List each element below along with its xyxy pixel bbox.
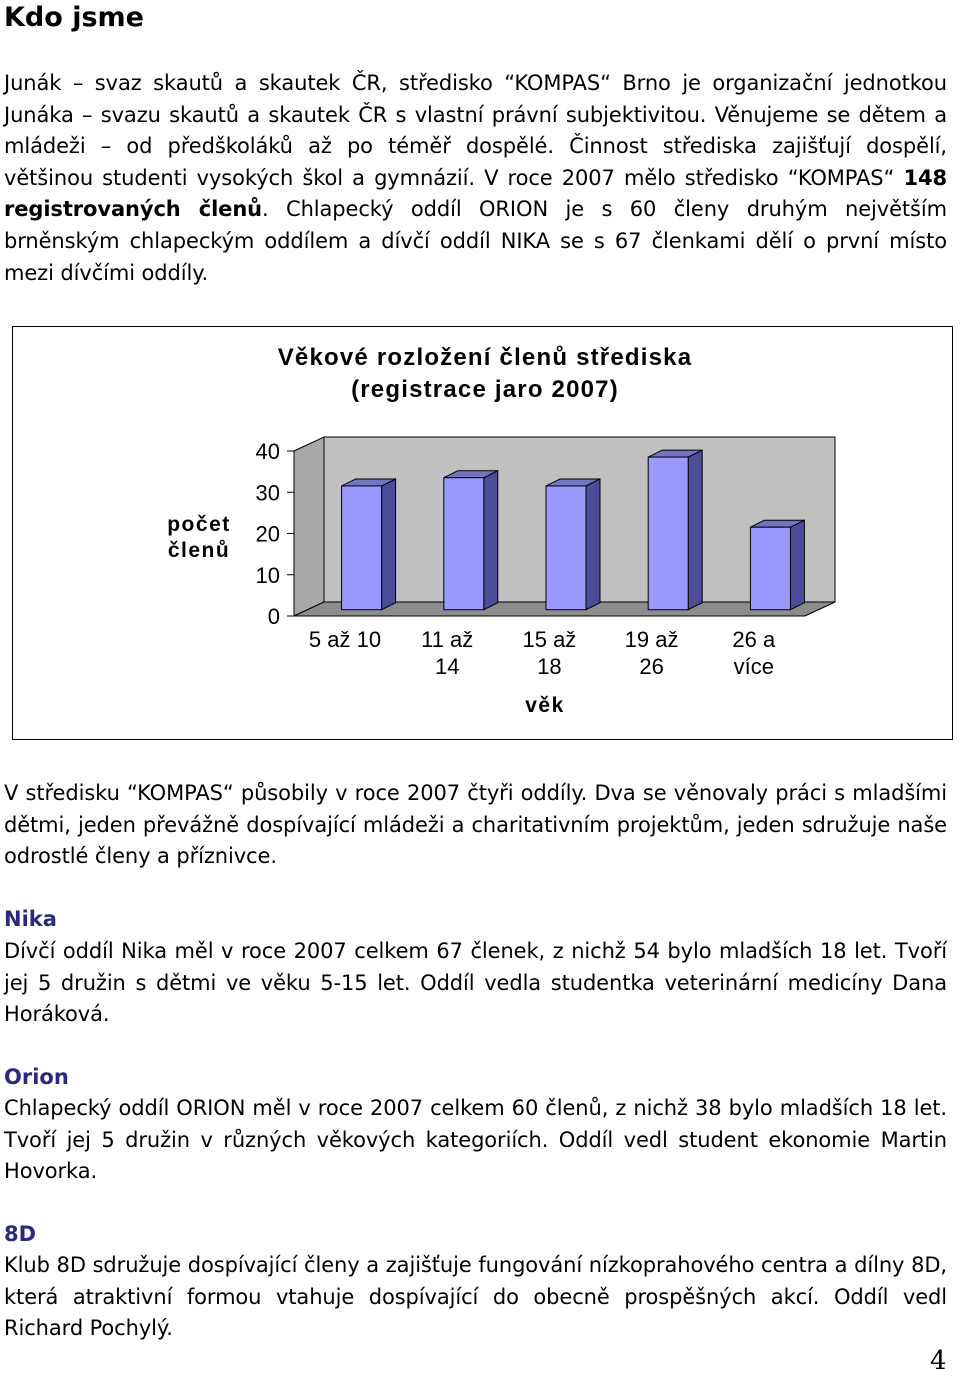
x-tick-label: 14: [435, 654, 459, 679]
bar-side: [483, 469, 499, 611]
bar: [341, 485, 383, 611]
x-tick-label: 19 až: [625, 627, 679, 652]
bar: [647, 456, 689, 611]
chart-side-wall: [293, 436, 325, 617]
bar-side: [381, 478, 397, 611]
bar: [545, 485, 587, 611]
page-title: Kdo jsme: [4, 2, 144, 33]
bar: [443, 477, 485, 611]
bar-side: [687, 449, 703, 611]
bar-side: [789, 519, 805, 611]
age-distribution-chart: Věkové rozložení členů střediska (registr…: [12, 326, 953, 740]
page-number: 4: [930, 1346, 947, 1376]
bar: [749, 526, 791, 611]
y-axis-label-line-2: členů: [168, 539, 230, 562]
chart-title-line-1: Věkové rozložení členů střediska: [278, 344, 693, 371]
y-tick-label: 0: [268, 604, 280, 629]
x-tick-label: 11 až: [421, 627, 473, 652]
intro-paragraph: Junák – svaz skautů a skautek ČR, středi…: [4, 68, 947, 289]
intro-text-1: Junák – svaz skautů a skautek ČR, středi…: [4, 71, 947, 190]
section-text-orion: Chlapecký oddíl ORION měl v roce 2007 ce…: [4, 1096, 947, 1184]
y-tick-label: 10: [256, 563, 280, 588]
y-tick-label: 20: [256, 522, 280, 547]
y-tick-label: 40: [256, 439, 280, 464]
section-title-orion: Orion: [4, 1065, 69, 1089]
y-tick-label: 30: [256, 480, 280, 505]
x-tick-label: více: [734, 654, 774, 679]
x-axis-label: věk: [525, 694, 565, 717]
units-paragraph: V středisku “KOMPAS“ působily v roce 200…: [4, 781, 947, 869]
x-tick-label: 15 až: [522, 627, 576, 652]
x-tick-label: 26: [639, 654, 663, 679]
section-text-nika: Dívčí oddíl Nika měl v roce 2007 celkem …: [4, 939, 947, 1027]
chart-svg: Věkové rozložení členů střediska (registr…: [167, 344, 836, 717]
bar-side: [585, 478, 601, 611]
intro-text-bold: 148 registrovaných členů: [4, 165, 947, 222]
x-tick-label: 5 až 10: [309, 627, 381, 652]
section-title-nika: Nika: [4, 907, 57, 931]
section-text-8d: Klub 8D sdružuje dospívající členy a zaj…: [4, 1253, 947, 1341]
y-axis-label-line-1: počet: [167, 513, 231, 536]
intro-text-2: . Chlapecký oddíl ORION je s 60 členy dr…: [4, 197, 947, 285]
chart-title-line-2: (registrace jaro 2007): [351, 376, 619, 403]
x-tick-label: 26 a: [732, 627, 776, 652]
x-tick-label: 18: [537, 654, 561, 679]
section-title-8d: 8D: [4, 1222, 37, 1246]
